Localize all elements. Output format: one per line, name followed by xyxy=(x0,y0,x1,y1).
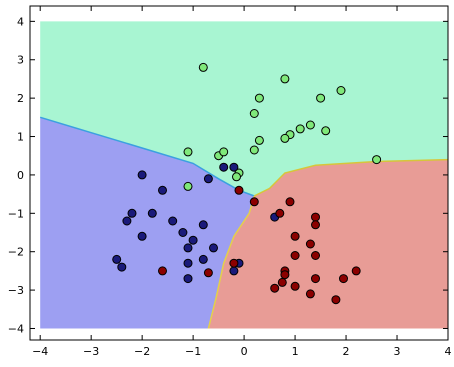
point-green xyxy=(316,93,326,103)
x-tick-label: −2 xyxy=(134,345,150,358)
point-blue xyxy=(137,170,147,180)
x-tick-label: −3 xyxy=(83,345,99,358)
point-green xyxy=(295,124,305,134)
point-red xyxy=(158,266,167,276)
point-red xyxy=(275,208,285,218)
point-blue xyxy=(112,254,122,264)
region-red xyxy=(208,159,448,329)
point-red xyxy=(311,212,320,222)
point-red xyxy=(290,251,300,260)
point-red xyxy=(280,270,290,280)
boundary-blue-red xyxy=(207,195,256,329)
point-red xyxy=(305,289,315,299)
point-blue xyxy=(137,231,147,241)
point-green xyxy=(254,93,264,103)
boundary-green-red xyxy=(253,158,449,197)
y-tick-label: 1 xyxy=(17,131,24,144)
point-green xyxy=(183,147,193,157)
point-red xyxy=(305,239,315,249)
x-tick-label: 1 xyxy=(292,345,299,358)
point-blue xyxy=(127,208,137,218)
point-red xyxy=(339,274,348,284)
point-green xyxy=(249,109,259,118)
point-blue xyxy=(147,208,157,218)
point-green xyxy=(280,74,290,84)
point-blue xyxy=(229,266,239,276)
y-tick-label: 2 xyxy=(17,92,24,105)
decision-regions xyxy=(40,21,448,329)
y-tick-label: 4 xyxy=(17,15,24,28)
x-tick-label: −1 xyxy=(185,345,201,358)
point-blue xyxy=(219,162,229,172)
y-tick-label: −2 xyxy=(8,246,24,259)
point-blue xyxy=(158,185,167,195)
point-green xyxy=(219,147,229,157)
point-blue xyxy=(122,216,132,226)
y-tick-label: 3 xyxy=(17,54,24,67)
point-red xyxy=(249,197,259,207)
x-tick-label: 0 xyxy=(241,345,248,358)
y-tick-label: −1 xyxy=(8,207,24,220)
point-blue xyxy=(178,228,188,237)
point-green xyxy=(280,133,290,143)
x-tick-label: 3 xyxy=(394,345,401,358)
point-blue xyxy=(209,243,218,253)
y-tick-label: −3 xyxy=(8,284,24,297)
axis-ticks: −4 −3 −2 −1 0 1 2 3 4 −4 −3 −2 −1 0 1 2 3 4 xyxy=(8,6,452,358)
point-blue xyxy=(183,274,193,284)
point-red xyxy=(311,274,320,284)
plot-border xyxy=(29,5,449,341)
point-blue xyxy=(183,258,193,268)
point-red xyxy=(290,281,300,291)
point-blue xyxy=(168,216,178,226)
point-blue xyxy=(117,262,127,272)
point-green xyxy=(254,135,264,145)
point-green xyxy=(305,120,315,130)
point-green xyxy=(321,126,331,136)
point-blue xyxy=(198,254,208,264)
point-green xyxy=(183,181,193,191)
point-green xyxy=(336,86,346,95)
point-green xyxy=(249,145,259,155)
point-blue xyxy=(203,174,213,184)
point-red xyxy=(311,251,320,260)
point-green xyxy=(232,172,241,182)
point-red xyxy=(311,220,320,230)
x-tick-label: 4 xyxy=(445,345,452,358)
data-points xyxy=(112,62,382,305)
region-blue xyxy=(40,117,255,329)
point-blue xyxy=(183,243,193,253)
point-green xyxy=(198,62,208,72)
point-blue xyxy=(198,220,208,230)
y-tick-label: 0 xyxy=(17,169,24,182)
region-green xyxy=(40,21,448,197)
point-red xyxy=(229,258,239,268)
point-red xyxy=(351,266,361,276)
point-red xyxy=(234,185,244,195)
point-red xyxy=(270,283,280,293)
point-red xyxy=(285,197,295,207)
x-tick-label: −4 xyxy=(32,345,48,358)
point-blue xyxy=(229,162,239,172)
point-green xyxy=(372,155,382,165)
point-blue xyxy=(188,235,198,245)
point-red xyxy=(290,231,300,241)
point-red xyxy=(277,277,287,287)
point-red xyxy=(203,268,213,278)
y-tick-label: −4 xyxy=(8,322,24,335)
point-red xyxy=(331,295,341,305)
x-tick-label: 2 xyxy=(343,345,350,358)
